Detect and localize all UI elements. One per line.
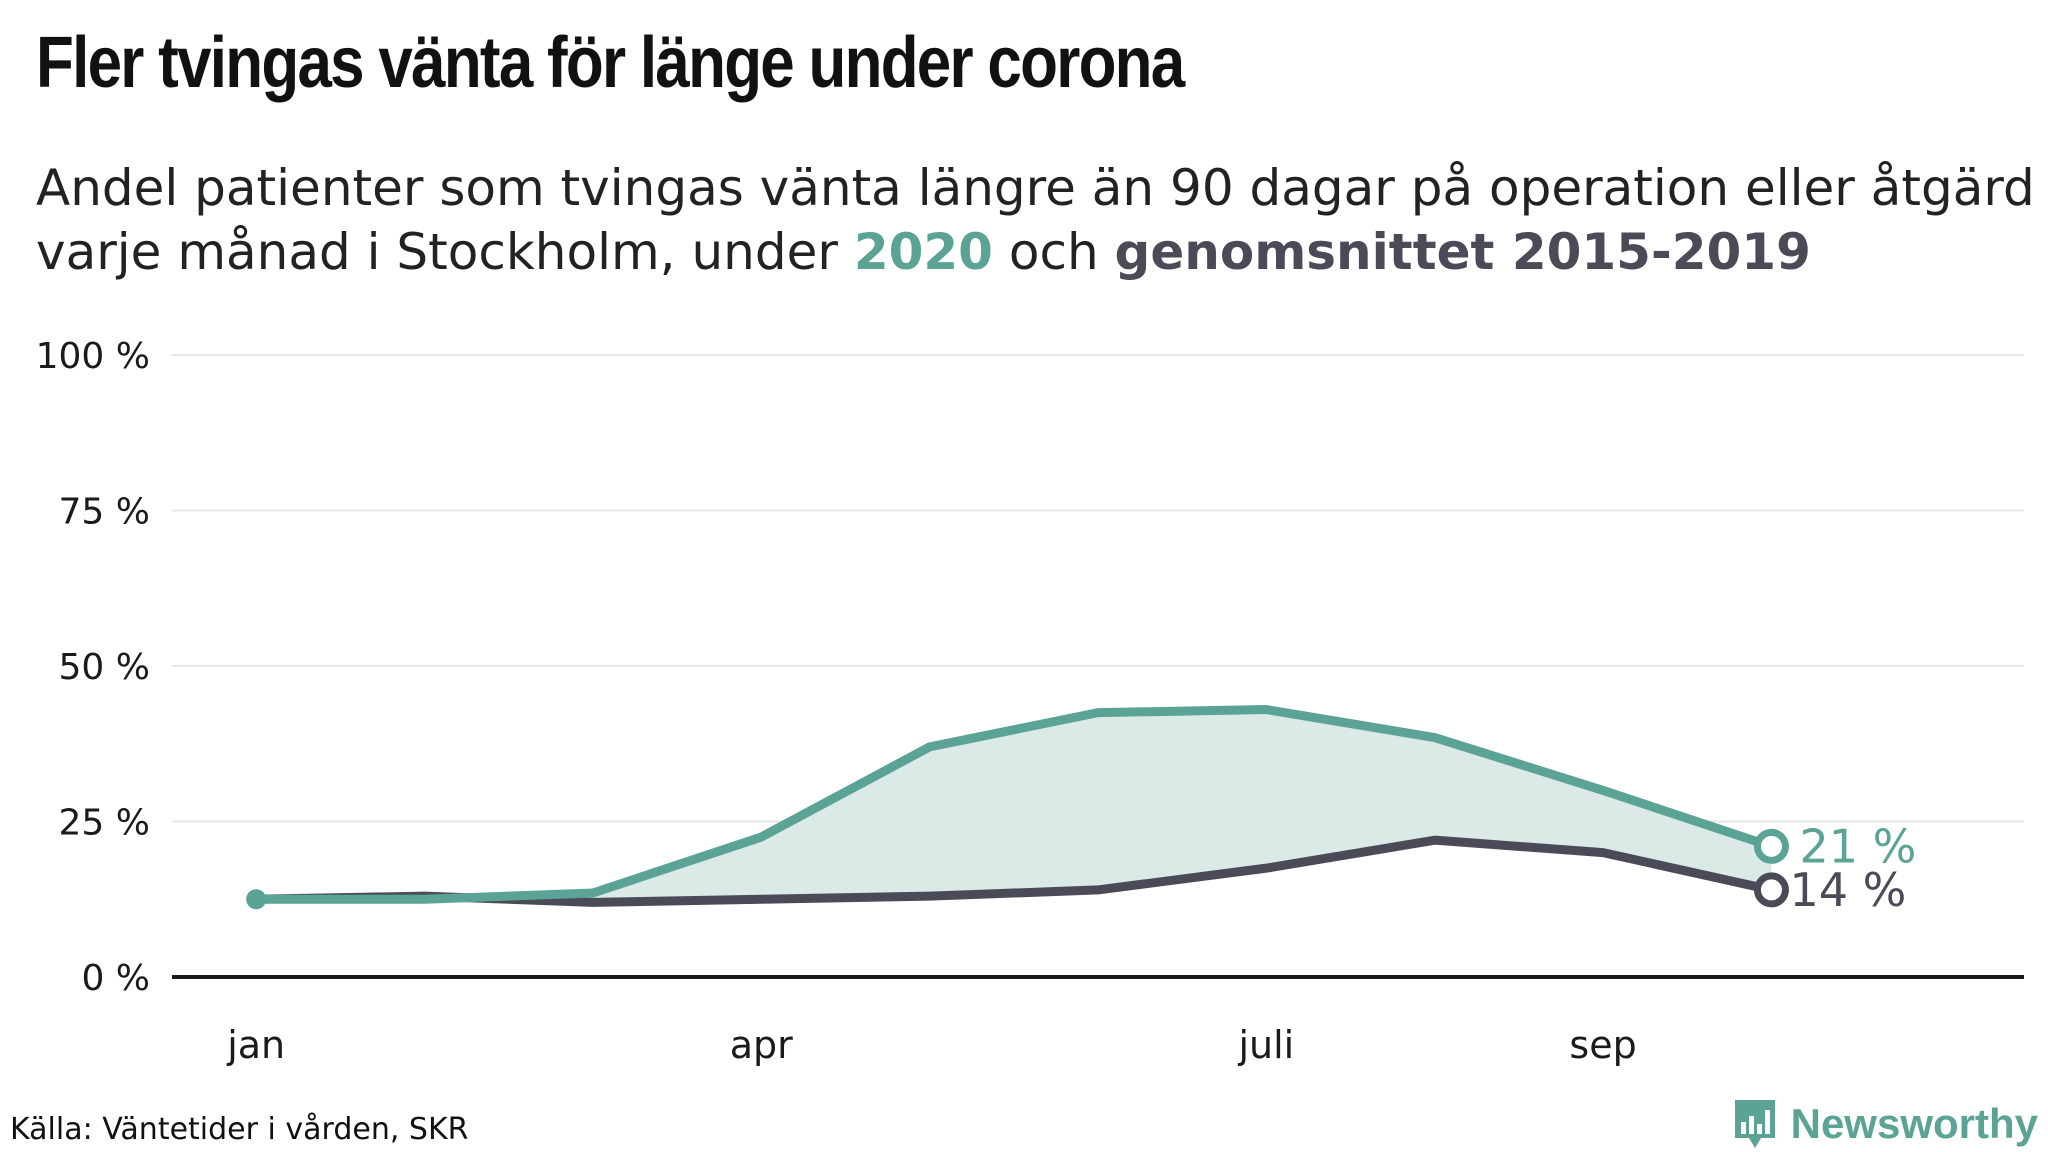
end-marker-2020 xyxy=(1753,828,1789,864)
end-marker-average xyxy=(1753,872,1789,908)
chart-gridlines xyxy=(172,354,2024,823)
x-tick-label-juli: juli xyxy=(1237,1023,1294,1067)
chart-title: Fler tvingas vänta för länge under coron… xyxy=(36,23,1185,103)
area-between-series xyxy=(256,709,1772,903)
y-tick-label-0: 0 % xyxy=(81,958,150,999)
subtitle-highlight-2020: 2020 xyxy=(853,223,993,281)
y-axis-tick-labels: 0 % 25 % 50 % 75 % 100 % xyxy=(36,336,150,999)
end-label-2020: 21 % xyxy=(1799,819,1916,873)
series-start-point xyxy=(246,889,267,910)
x-tick-label-sep: sep xyxy=(1569,1023,1636,1067)
x-tick-label-apr: apr xyxy=(730,1023,793,1067)
subtitle-text-before: Andel patienter som tvingas vänta längre… xyxy=(36,159,2035,281)
logo-text: Newsworthy xyxy=(1790,1100,2038,1147)
subtitle-highlight-average: genomsnittet 2015-2019 xyxy=(1114,223,1811,281)
newsworthy-logo: Newsworthy xyxy=(1731,1096,2038,1152)
end-label-average: 14 % xyxy=(1789,863,1906,917)
y-tick-label-50: 50 % xyxy=(59,647,150,688)
chart-subtitle: Andel patienter som tvingas vänta längre… xyxy=(36,156,2036,284)
y-tick-label-100: 100 % xyxy=(36,336,150,377)
source-note: Källa: Väntetider i vården, SKR xyxy=(10,1112,469,1147)
subtitle-text-middle: och xyxy=(992,223,1115,281)
x-axis-tick-labels: jan apr juli sep xyxy=(226,1023,1637,1067)
y-tick-label-75: 75 % xyxy=(59,492,150,533)
series-end-markers: 21 %14 % xyxy=(1753,819,1916,917)
series-line-2020 xyxy=(251,705,1776,904)
series-lines xyxy=(246,705,1776,910)
x-tick-label-jan: jan xyxy=(226,1023,285,1067)
line-chart: 0 % 25 % 50 % 75 % 100 % jan apr juli sep 21 %1… xyxy=(36,336,2024,1067)
newsworthy-chart-icon xyxy=(1734,1100,1775,1148)
y-tick-label-25: 25 % xyxy=(59,803,150,844)
